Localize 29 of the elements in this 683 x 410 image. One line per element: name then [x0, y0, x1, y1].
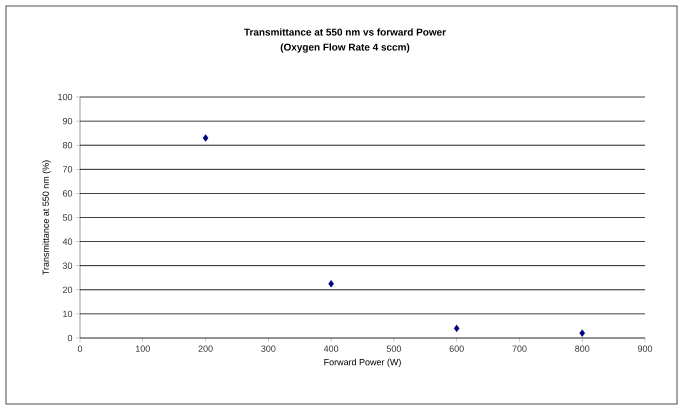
point	[579, 329, 586, 337]
x-tick-label: 100	[136, 346, 150, 352]
x-tick-label: 200	[198, 346, 213, 352]
point	[202, 134, 208, 142]
y-tick-label: 0	[68, 334, 72, 342]
chart-title: Transmittance at 550 nm vs forward Power	[244, 28, 446, 36]
y-tick-label: 50	[62, 214, 72, 221]
y-tick-label: 40	[62, 238, 72, 245]
x-tick-label: 800	[575, 346, 590, 352]
y-tick-label: 60	[62, 190, 72, 197]
y-axis-title: Transmittance at 550 nm (%)	[42, 160, 51, 275]
y-tick-label: 10	[63, 310, 72, 318]
y-tick-label: 100	[58, 94, 72, 100]
x-tick-label: 600	[450, 346, 464, 352]
y-tick-label: 80	[62, 142, 72, 148]
point	[454, 324, 460, 332]
y-tick-label: 70	[62, 166, 72, 172]
x-tick-label: 0	[78, 346, 82, 352]
x-axis-title: Forward Power (W)	[324, 358, 401, 368]
point	[328, 280, 334, 288]
x-tick-label: 900	[638, 346, 652, 352]
chart-subtitle: (Oxygen Flow Rate 4 sccm)	[280, 43, 410, 53]
x-tick-label: 700	[512, 346, 527, 352]
y-tick-label: 30	[62, 262, 72, 269]
y-tick-label: 90	[62, 118, 72, 124]
x-tick-label: 300	[261, 346, 276, 352]
x-tick-label: 500	[386, 346, 402, 352]
y-tick-label: 20	[62, 286, 72, 293]
x-tick-label: 400	[324, 346, 338, 352]
